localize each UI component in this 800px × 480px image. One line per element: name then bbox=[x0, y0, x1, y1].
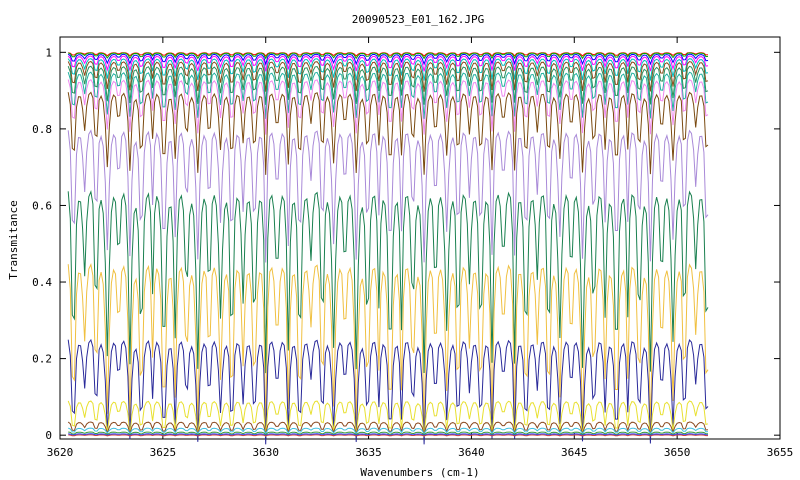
series-line bbox=[67, 129, 709, 263]
series-line bbox=[68, 427, 709, 435]
series-line bbox=[68, 433, 708, 437]
y-tick-label: 0.6 bbox=[32, 199, 52, 212]
y-tick-label: 0.2 bbox=[32, 353, 52, 366]
series-line bbox=[67, 91, 709, 175]
y-tick-label: 1 bbox=[45, 46, 52, 59]
x-axis: 3620 3625 3630 3635 3640 3645 3650 3655 bbox=[47, 37, 794, 459]
x-axis-label: Wavenumbers (cm-1) bbox=[360, 466, 479, 479]
series-line bbox=[67, 55, 709, 72]
series-line bbox=[68, 434, 708, 437]
series-layer bbox=[67, 52, 709, 445]
x-tick-label: 3635 bbox=[355, 446, 382, 459]
series-line bbox=[67, 262, 709, 430]
series-line bbox=[67, 190, 709, 374]
series-line bbox=[67, 78, 709, 135]
series-line bbox=[67, 71, 709, 119]
series-line bbox=[68, 52, 709, 60]
series-line bbox=[67, 60, 709, 92]
series-line bbox=[67, 421, 709, 436]
series-line bbox=[67, 58, 709, 81]
x-tick-label: 3650 bbox=[664, 446, 691, 459]
x-tick-label: 3620 bbox=[47, 446, 74, 459]
series-line bbox=[67, 65, 709, 105]
series-line bbox=[68, 431, 708, 436]
series-line bbox=[67, 53, 709, 66]
y-axis-label: Transmitance bbox=[7, 200, 20, 279]
y-tick-label: 0.4 bbox=[32, 276, 52, 289]
y-tick-label: 0.8 bbox=[32, 123, 52, 136]
x-tick-label: 3625 bbox=[150, 446, 177, 459]
plot-frame bbox=[59, 36, 781, 440]
x-tick-label: 3630 bbox=[252, 446, 279, 459]
x-tick-label: 3655 bbox=[767, 446, 794, 459]
y-tick-label: 0 bbox=[45, 429, 52, 442]
chart-title: 20090523_E01_162.JPG bbox=[352, 13, 484, 26]
series-line bbox=[67, 338, 709, 445]
x-tick-label: 3640 bbox=[458, 446, 485, 459]
series-line bbox=[67, 400, 709, 437]
x-tick-label: 3645 bbox=[561, 446, 588, 459]
y-axis: 0 0.2 0.4 0.6 0.8 1 bbox=[32, 46, 780, 442]
